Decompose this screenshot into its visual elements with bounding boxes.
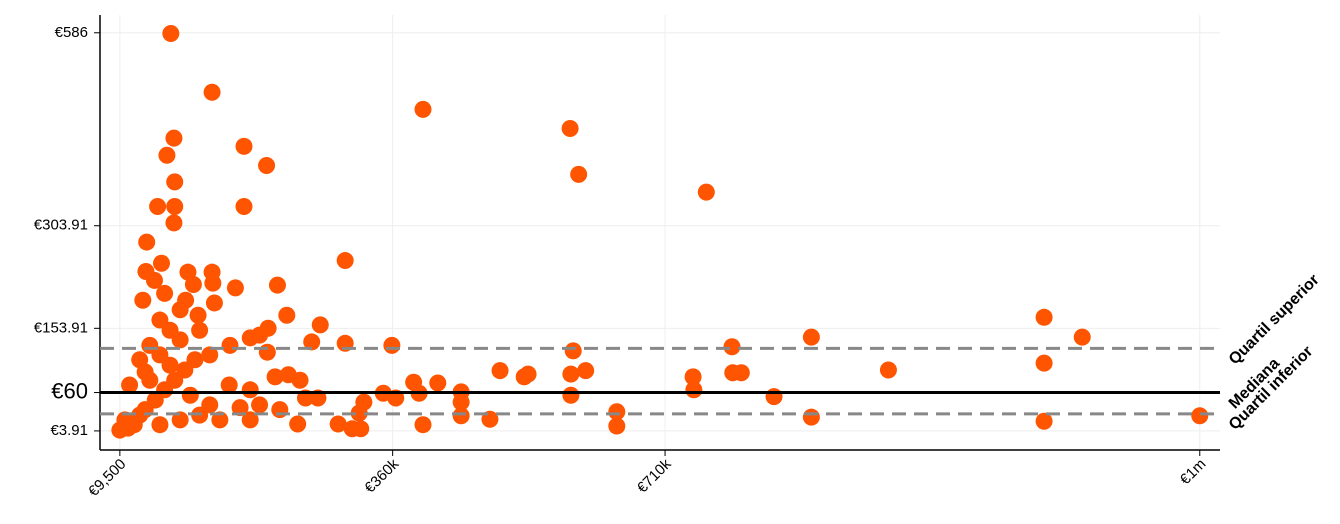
point	[414, 100, 432, 118]
point	[562, 386, 580, 404]
point	[165, 129, 183, 147]
point	[121, 376, 139, 394]
y-tick-label: €586	[55, 24, 88, 41]
point	[134, 291, 152, 309]
point	[383, 336, 401, 354]
point	[201, 346, 219, 364]
point	[289, 415, 307, 433]
point	[879, 361, 897, 379]
point	[561, 120, 579, 138]
point	[171, 301, 189, 319]
point	[166, 173, 184, 191]
point	[1035, 412, 1053, 430]
point	[166, 198, 184, 216]
point	[241, 411, 259, 429]
point	[162, 24, 180, 42]
point	[765, 388, 783, 406]
x-tick-label: €9,500	[85, 456, 129, 500]
point	[1073, 328, 1091, 346]
point	[221, 336, 239, 354]
point	[570, 165, 588, 183]
point	[608, 417, 626, 435]
point	[205, 294, 223, 312]
x-tick-label: €1m	[1177, 456, 1210, 489]
point	[491, 362, 509, 380]
x-tick-label: €710k	[634, 455, 675, 496]
point	[336, 252, 354, 270]
point	[181, 386, 199, 404]
point	[151, 346, 169, 364]
point	[350, 404, 368, 422]
point	[211, 411, 229, 429]
point	[271, 401, 289, 419]
point	[723, 338, 741, 356]
point	[802, 408, 820, 426]
point	[564, 342, 582, 360]
point	[204, 274, 222, 292]
point	[226, 279, 244, 297]
point	[329, 415, 347, 433]
point	[184, 275, 202, 293]
point	[158, 146, 176, 164]
x-tick-label: €360k	[361, 455, 402, 496]
point	[235, 137, 253, 155]
y-tick-label: €153.91	[34, 319, 88, 336]
point	[241, 329, 259, 347]
point	[452, 407, 470, 425]
point	[186, 351, 204, 369]
point	[258, 156, 276, 174]
point	[138, 233, 156, 251]
y-tick-label: €3.91	[50, 422, 88, 439]
point	[732, 364, 750, 382]
point	[152, 254, 170, 272]
point	[220, 376, 238, 394]
point	[577, 362, 595, 380]
point	[685, 381, 703, 399]
point	[268, 276, 286, 294]
point	[161, 321, 179, 339]
point	[802, 328, 820, 346]
point	[519, 365, 537, 383]
point	[231, 399, 249, 417]
point	[156, 284, 174, 302]
point	[303, 333, 321, 351]
point	[562, 365, 580, 383]
point	[151, 416, 169, 434]
point	[203, 83, 221, 101]
point	[279, 366, 297, 384]
y-tick-label: €60	[51, 378, 88, 403]
point	[259, 319, 277, 337]
point	[352, 420, 370, 438]
point	[608, 403, 626, 421]
y-tick-label: €303.91	[34, 217, 88, 234]
point	[429, 374, 447, 392]
point	[235, 198, 253, 216]
point	[201, 396, 219, 414]
point	[189, 306, 207, 324]
point	[266, 368, 284, 386]
point	[131, 406, 149, 424]
point	[136, 363, 154, 381]
point	[165, 214, 183, 232]
point	[311, 316, 329, 334]
point	[251, 396, 269, 414]
point	[171, 411, 189, 429]
point	[1035, 308, 1053, 326]
point	[278, 306, 296, 324]
point	[191, 321, 209, 339]
point	[1191, 407, 1209, 425]
point	[145, 271, 163, 289]
point	[1035, 354, 1053, 372]
point	[414, 416, 432, 434]
point	[258, 343, 276, 361]
point	[149, 198, 167, 216]
point	[697, 183, 715, 201]
point	[684, 368, 702, 386]
point	[452, 393, 470, 411]
point	[241, 381, 259, 399]
